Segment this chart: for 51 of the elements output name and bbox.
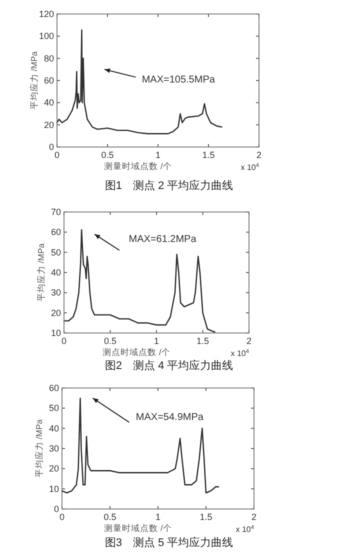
text: 图1 测点 2 平均应力曲线 (104, 179, 234, 192)
text: 图3 测点 5 平均应力曲线 (104, 536, 234, 549)
x-tick-label: 0.5 (101, 150, 114, 160)
x-tick-label: 2 (251, 512, 257, 522)
y-tick-label: 50 (48, 403, 59, 414)
annotation: MAX=54.9MPa (136, 412, 204, 424)
y-tick-label: 0 (54, 504, 59, 514)
x-tick-label: 1.5 (200, 512, 212, 522)
x-tick-label: 2 (256, 150, 262, 160)
text: x 10$^{4}$ (240, 163, 259, 172)
x-axis-title: 测量时域点数 /个 (104, 161, 172, 171)
annotation: MAX=61.2MPa (128, 234, 197, 246)
y-axis-title: 平均应力 /MPa (36, 243, 46, 302)
y-tick-label: 0 (48, 142, 54, 152)
x-axis-title: 测点时域点数 /个 (102, 347, 170, 357)
y-tick-label: 60 (48, 383, 59, 393)
y-tick-label: 10 (50, 328, 61, 338)
x-tick-label: 0.5 (104, 336, 117, 346)
text: x 10$^{4}$ (230, 349, 249, 358)
x-tick-label: 2 (246, 336, 252, 346)
x-tick-label: 0.5 (104, 512, 116, 522)
x-tick-label: 1.5 (196, 336, 210, 346)
x-tick-label: 1 (154, 336, 160, 346)
y-tick-label: 60 (44, 76, 54, 86)
line-series (61, 398, 220, 494)
text: x 10$^{4}$ (236, 525, 254, 534)
x-axis-title: 测量时域点数 /个 (104, 523, 172, 533)
y-tick-label: 80 (44, 53, 54, 64)
y-axis-title: 平均应力 /MPa (29, 51, 39, 110)
y-tick-label: 100 (38, 31, 54, 42)
y-tick-label: 30 (50, 288, 61, 298)
y-tick-label: 30 (48, 444, 59, 454)
line-series (56, 29, 222, 134)
x-tick-label: 1 (155, 150, 161, 160)
y-tick-label: 20 (44, 120, 54, 130)
x-tick-label: 1 (155, 512, 161, 522)
y-tick-label: 20 (50, 308, 61, 318)
y-tick-label: 120 (38, 9, 54, 19)
y-tick-label: 60 (50, 227, 61, 238)
y-tick-label: 50 (50, 247, 61, 258)
y-axis-title: 平均应力 /MPa (34, 419, 44, 478)
y-tick-label: 10 (48, 484, 59, 494)
y-tick-label: 20 (48, 464, 59, 474)
y-tick-label: 40 (44, 98, 54, 108)
y-tick-label: 40 (50, 268, 61, 278)
x-tick-label: 1.5 (202, 150, 215, 160)
text: 图2 测点 4 平均应力曲线 (104, 359, 234, 372)
annotation: MAX=105.5MPa (142, 74, 216, 86)
y-tick-label: 70 (50, 207, 61, 217)
line-series (63, 229, 216, 333)
y-tick-label: 40 (48, 423, 59, 434)
